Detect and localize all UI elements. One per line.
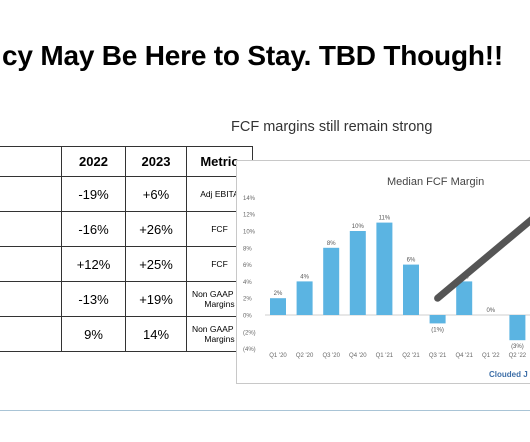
bar: [376, 222, 393, 315]
bar: [296, 281, 313, 315]
table-header-cell: 2023: [125, 146, 187, 177]
y-tick-label: 8%: [243, 246, 252, 252]
table-row: -16% +26% FCF: [0, 211, 253, 247]
table-cell: +19%: [125, 281, 187, 317]
table-cell: +6%: [125, 176, 187, 212]
table-cell: -19%: [61, 176, 126, 212]
x-tick-label: Q2 '20: [296, 353, 314, 359]
bar: [323, 247, 340, 315]
table-cell: +25%: [125, 246, 187, 282]
chart-heading: FCF margins still remain strong: [231, 119, 433, 135]
bar: [456, 281, 473, 315]
x-tick-label: Q4 '20: [349, 353, 367, 359]
table-row: 9% 14% Non GAAP Op Margins: [0, 316, 253, 352]
x-tick-label: Q1 '21: [376, 353, 394, 359]
x-tick-label: Q3 '21: [429, 353, 447, 359]
data-label: (3%): [511, 344, 524, 350]
table-cell: -16%: [61, 211, 126, 247]
data-label: 11%: [379, 216, 391, 222]
table-cell: [0, 281, 62, 317]
table-cell: -13%: [61, 281, 126, 317]
y-tick-label: 4%: [243, 280, 252, 286]
y-tick-label: 14%: [243, 196, 256, 202]
footer-divider: [0, 410, 530, 411]
y-tick-label: (2%): [243, 330, 256, 336]
table-cell: +12%: [61, 246, 126, 282]
table-cell: [0, 211, 62, 247]
median-fcf-margin-chart: Median FCF Margin 14% 12% 10% 8% 6% 4% 2% 0% (2%)…: [243, 176, 530, 379]
table-cell: 14%: [125, 316, 187, 352]
source-label: Clouded J: [489, 370, 528, 379]
x-tick-label: Q4 '21: [455, 353, 473, 359]
data-label: 6%: [407, 258, 416, 264]
table-cell: [0, 176, 62, 212]
data-label: 4%: [300, 274, 309, 280]
table-header-cell: [0, 146, 62, 177]
data-label: 2%: [274, 291, 283, 297]
data-label: (1%): [431, 327, 444, 333]
y-tick-label: 12%: [243, 213, 256, 219]
data-label: 10%: [352, 224, 365, 230]
bar: [429, 315, 446, 324]
x-tick-label: Q2 '21: [402, 353, 420, 359]
x-tick-label: Q3 '20: [322, 353, 340, 359]
chart-title: Median FCF Margin: [387, 176, 484, 188]
data-label: 8%: [327, 241, 336, 247]
chart-panel: Median FCF Margin 14% 12% 10% 8% 6% 4% 2% 0% (2%)…: [236, 160, 530, 384]
table-row: +12% +25% FCF: [0, 246, 253, 282]
table-header-cell: 2022: [61, 146, 126, 177]
bar: [403, 264, 419, 315]
table-cell: [0, 246, 62, 282]
bar: [270, 298, 286, 315]
table-cell: +26%: [125, 211, 187, 247]
bar: [349, 231, 366, 315]
table-cell: [0, 316, 62, 352]
x-tick-label: Q1 '22: [482, 353, 500, 359]
table-header-row: 2022 2023 Metric: [0, 146, 253, 177]
y-tick-label: 0%: [243, 314, 252, 320]
x-tick-label: Q1 '20: [269, 353, 287, 359]
metrics-table: 2022 2023 Metric -19% +6% Adj EBITA -16%…: [0, 146, 253, 352]
y-tick-label: 2%: [243, 297, 252, 303]
x-tick-label: Q2 '22: [509, 353, 527, 359]
table-cell: 9%: [61, 316, 126, 352]
table-row: -19% +6% Adj EBITA: [0, 176, 253, 212]
bar: [509, 315, 526, 341]
y-tick-label: 10%: [243, 230, 256, 236]
y-tick-label: (4%): [243, 347, 256, 353]
table-row: -13% +19% Non GAAP Op Margins: [0, 281, 253, 317]
slide-title: cy May Be Here to Stay. TBD Though!!: [2, 40, 504, 71]
data-label: 0%: [486, 308, 495, 314]
y-tick-label: 6%: [243, 263, 252, 269]
trend-arrow: [434, 216, 530, 302]
